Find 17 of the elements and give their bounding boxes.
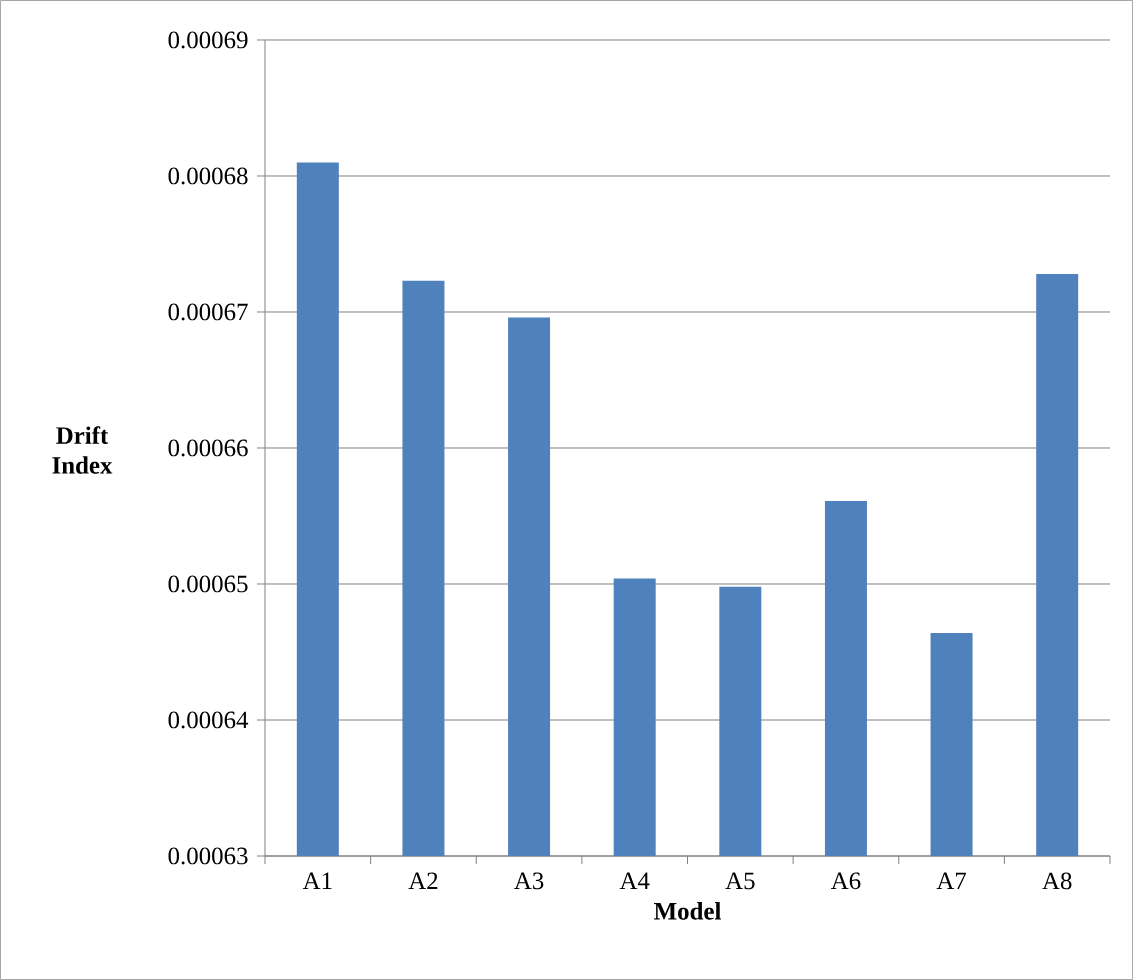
y-tick-label: 0.00064 — [168, 711, 249, 729]
y-axis-title: Drift Index — [52, 426, 113, 474]
x-tick-label: A7 — [936, 872, 967, 889]
y-tick-label: 0.00066 — [168, 439, 248, 457]
x-tick-label: A8 — [1042, 872, 1072, 890]
x-axis-title: Model — [654, 902, 721, 920]
y-tick-label: 0.00069 — [168, 31, 248, 49]
y-tick-label: 0.00067 — [168, 303, 248, 321]
x-tick-label: A2 — [408, 872, 438, 889]
y-tick-label: 0.00068 — [168, 167, 248, 185]
x-tick-label: A6 — [830, 872, 861, 890]
x-tick-label: A5 — [725, 872, 755, 890]
y-tick-label: 0.00065 — [168, 575, 248, 593]
y-tick-label: 0.00063 — [168, 847, 248, 865]
x-tick-label: A1 — [302, 872, 332, 889]
x-tick-label: A4 — [619, 872, 650, 889]
x-tick-label: A3 — [514, 872, 544, 890]
